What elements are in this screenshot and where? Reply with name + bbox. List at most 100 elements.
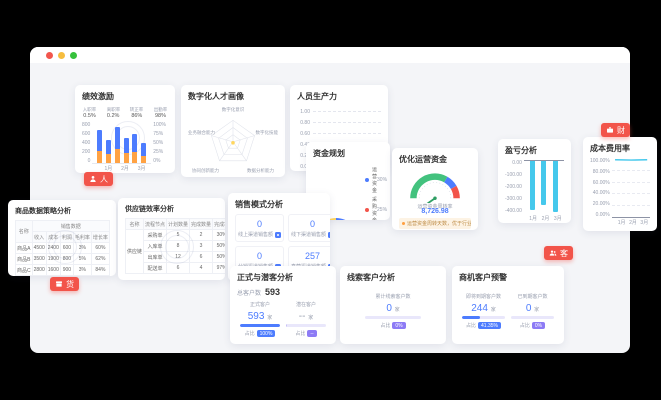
- gauge-needle: [426, 197, 436, 203]
- radar-label: 数据分析能力: [247, 168, 274, 173]
- ratio-pill: 41.35%: [478, 322, 501, 329]
- progress-bar: [239, 324, 281, 327]
- performance-mini-stats: 入职率 0.5% 离职率 0.2% 转正率 86% 出勤率 98%: [82, 106, 168, 119]
- note-dot-icon: [402, 222, 405, 225]
- badge-label: 财: [617, 125, 625, 135]
- legend-item[interactable]: 采购资金25%: [365, 196, 387, 220]
- radar-label: 协同创新能力: [192, 168, 219, 173]
- badge-label: 货: [66, 279, 74, 289]
- radar-label: 业务融合能力: [188, 130, 215, 135]
- maximize-window-dot[interactable]: [70, 52, 77, 59]
- radar-chart: 数字化意识 数字化技能 数据分析能力 协同创新能力 业务融合能力: [188, 106, 278, 176]
- donut-chart: [313, 217, 359, 220]
- column-header: 名称: [15, 220, 33, 243]
- panel-title: 正式与潜客分析: [237, 273, 293, 282]
- stat-value: 98%: [154, 113, 166, 119]
- gauge-value-label: 运营资金周转率: [417, 204, 453, 210]
- y-axis-ticks: 0.00 -100.00 -200.00 -300.00 -400.00: [505, 160, 522, 214]
- metric-lead-customers: 累计线索客户数 0 家 占比 0%: [365, 293, 421, 329]
- metric-expiring-customers: 即将到期客户数 244 家 占比 41.35%: [461, 293, 506, 329]
- panel-performance: 绩效激励 入职率 0.5% 离职率 0.2% 转正率 86% 出勤率 98% 800 60…: [75, 85, 175, 173]
- panel-gauge: 优化运营资金 运营资金周转率 8,726.98 运营资金周转天数，优于行业均值: [392, 148, 478, 230]
- panel-customer-leads: 线索客户分析 累计线索客户数 0 家 占比 0%: [340, 266, 446, 344]
- ratio-pill: 0%: [531, 322, 546, 329]
- panel-title: 成本费用率: [590, 144, 630, 153]
- window-titlebar: [30, 47, 630, 63]
- metric-formal-customers: 正式客户 593 家 占比 100%: [239, 301, 281, 337]
- minimize-window-dot[interactable]: [58, 52, 65, 59]
- negative-bar-chart: [523, 160, 564, 214]
- total-customers: 总客户数 593: [237, 287, 281, 297]
- watermark-stamp-icon: [160, 230, 194, 264]
- y-axis-ticks: 100.00% 80.00% 60.00% 40.00% 20.00% 0.00%: [590, 158, 610, 218]
- briefcase-icon: [607, 127, 613, 133]
- legend-item[interactable]: 运营资金 30%: [365, 166, 387, 194]
- panel-title: 资金规划: [313, 149, 345, 158]
- person-icon: [90, 176, 96, 182]
- gauge-chart: [410, 173, 460, 203]
- panel-title: 销售模式分析: [235, 200, 283, 209]
- metric-potential-customers: 潜在客户 -- 家 占比 --: [285, 301, 327, 337]
- radar-data-point: [231, 141, 235, 145]
- panel-title: 人员生产力: [297, 92, 337, 101]
- close-window-dot[interactable]: [46, 52, 53, 59]
- panel-title: 商机客户预警: [459, 273, 507, 282]
- radar-label: 数字化意识: [221, 107, 245, 112]
- panel-title: 优化运营资金: [399, 155, 447, 164]
- progress-bar: [365, 316, 421, 319]
- grouped-bar-chart: [92, 122, 152, 164]
- gauge-note: 运营资金周转天数，优于行业均值: [399, 218, 471, 229]
- x-axis-ticks: 1月 2月 3月: [104, 166, 146, 172]
- people-icon: [549, 250, 557, 256]
- badge-customer[interactable]: 客: [544, 246, 573, 260]
- panel-cost-ratio: 成本费用率 100.00% 80.00% 60.00% 40.00% 20.00% 0.0…: [583, 137, 657, 231]
- progress-bar: [461, 316, 506, 319]
- stat-label: 出勤率: [153, 107, 168, 113]
- ratio-pill: 100%: [256, 330, 276, 337]
- x-axis-ticks: 1月 2月 3月: [529, 216, 562, 222]
- stat-value: 0.2%: [106, 113, 120, 119]
- y2-axis-ticks: 100% 75% 50% 25% 0%: [153, 122, 166, 164]
- channel-icon: [328, 231, 330, 238]
- radar-label: 数字化技能: [255, 130, 279, 135]
- group-header: 销售数据: [31, 220, 110, 232]
- panel-title: 商品数据策略分析: [15, 208, 71, 215]
- panel-profit-loss: 盈亏分析 0.00 -100.00 -200.00 -300.00 -400.00 1月…: [498, 139, 571, 223]
- panel-title: 绩效激励: [82, 92, 114, 101]
- badge-hr[interactable]: 人: [84, 172, 113, 186]
- ratio-pill: 0%: [392, 322, 406, 329]
- stat-tile[interactable]: 0 线上渠道销售额: [235, 214, 285, 242]
- stat-label: 入职率: [82, 107, 97, 113]
- badge-label: 客: [560, 248, 568, 258]
- stat-value: 0.5%: [83, 113, 96, 119]
- channel-icon: [275, 231, 282, 238]
- ratio-pill: --: [307, 330, 317, 337]
- panel-title: 数字化人才画像: [188, 92, 244, 101]
- box-icon: [56, 281, 62, 287]
- line-chart: [611, 158, 650, 218]
- stat-value: 86%: [131, 113, 143, 119]
- progress-bar: [510, 316, 555, 319]
- radar-grid: [211, 119, 255, 162]
- table-row[interactable]: 商品C 2800 1600 900 3% 84%: [15, 264, 110, 276]
- badge-goods[interactable]: 货: [50, 277, 79, 291]
- x-axis-ticks: 1月 2月 3月: [617, 220, 649, 226]
- watermark-stamp-icon: [48, 230, 82, 264]
- badge-label: 人: [100, 174, 108, 184]
- progress-bar: [285, 324, 327, 327]
- panel-customer-formal: 正式与潜客分析 总客户数 593 正式客户 593 家 占比 100% 潜在客户 -…: [230, 266, 336, 344]
- panel-product-table: 商品数据策略分析 名称 销售数据 收入 成本 利润 毛利率 增长率 商品A 4500 240…: [8, 200, 116, 276]
- gauge-value: 8,726.98: [421, 208, 449, 215]
- panel-title: 盈亏分析: [505, 146, 537, 155]
- panel-customer-warning: 商机客户预警 即将到期客户数 244 家 占比 41.35% 已到期客户数 0 家…: [452, 266, 564, 344]
- y-axis-ticks: 800 600 400 200 0: [82, 122, 91, 164]
- panel-title: 线索客户分析: [347, 273, 395, 282]
- stat-label: 转正率: [130, 107, 144, 113]
- stat-tile[interactable]: 0 线下渠道销售额: [288, 214, 330, 242]
- badge-finance[interactable]: 财: [601, 123, 630, 137]
- metric-expired-customers: 已到期客户数 0 家 占比 0%: [510, 293, 555, 329]
